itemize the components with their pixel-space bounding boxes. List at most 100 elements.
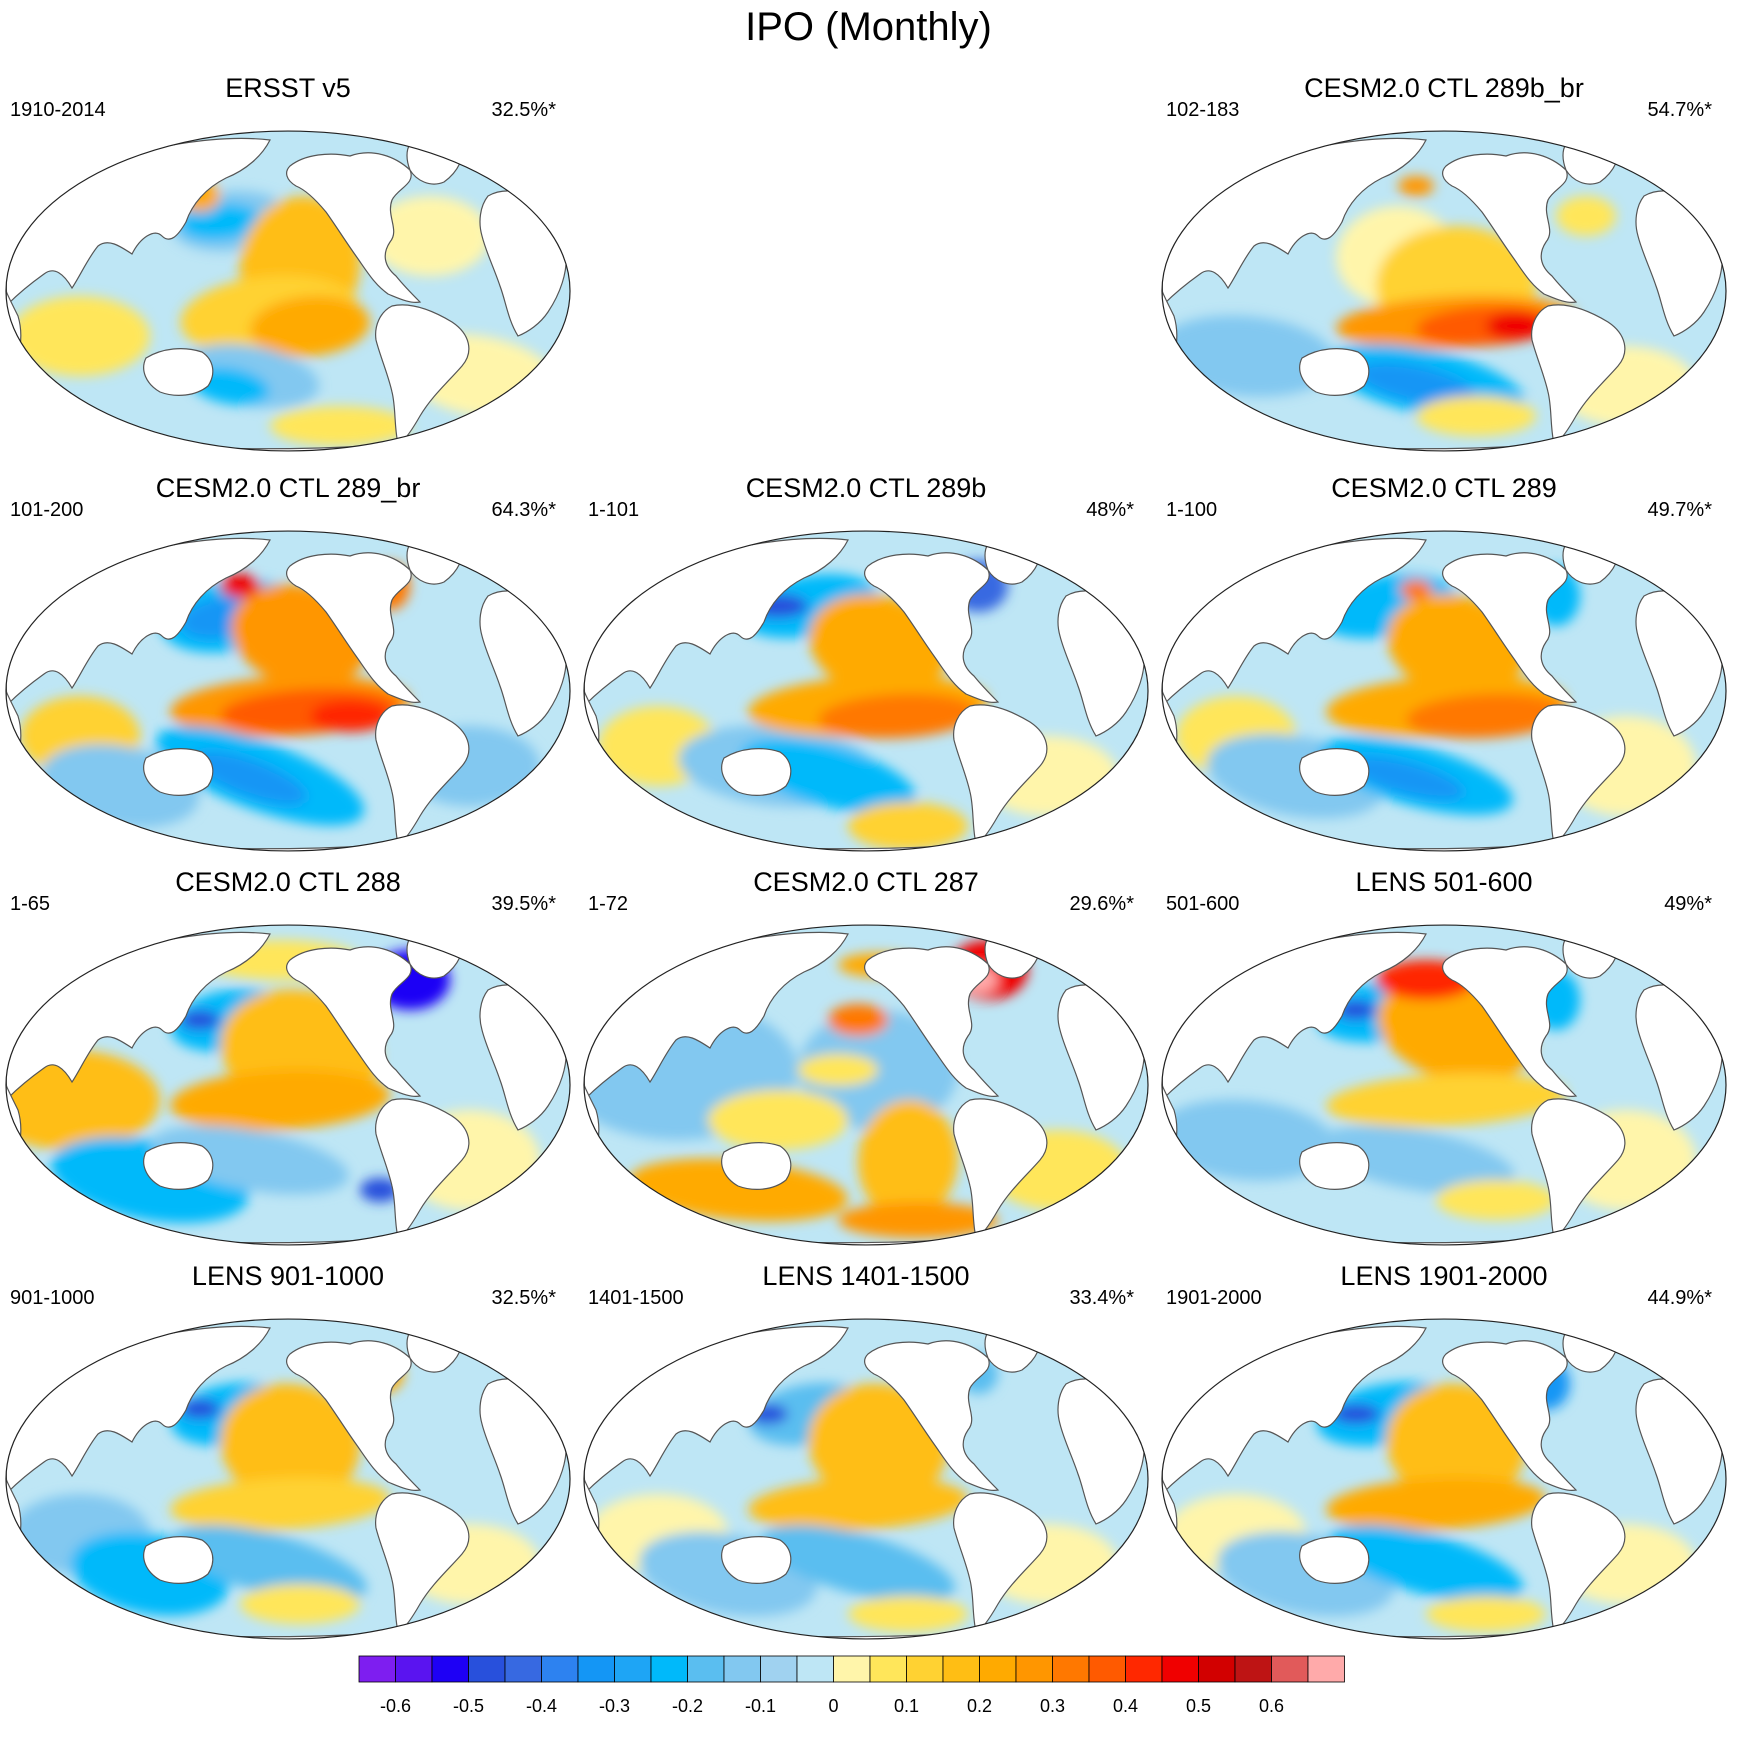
map-panel-lens901: LENS 901-1000 901-1000 32.5%* <box>0 1258 576 1640</box>
panel-years: 1901-2000 <box>1166 1287 1262 1309</box>
colorbar-swatch <box>1307 1655 1345 1683</box>
anomaly-blob <box>838 1202 998 1238</box>
continent <box>286 152 422 303</box>
colorbar-tick-label: -0.6 <box>380 1696 411 1716</box>
anomaly-blob <box>180 1399 220 1419</box>
panel-title: LENS 1401-1500 <box>762 1261 970 1291</box>
anomaly-blob <box>798 1054 878 1086</box>
panel-years: 1-72 <box>588 893 629 915</box>
map-panel-ctl289_br: CESM2.0 CTL 289_br 101-200 64.3%* <box>0 470 576 852</box>
panel-years: 501-600 <box>1166 893 1240 915</box>
map-panel-ersst: ERSST v5 1910-2014 32.5%* <box>0 70 576 452</box>
colorbar-tick-label: 0.2 <box>967 1696 992 1716</box>
anomaly-blob <box>360 1178 400 1202</box>
anomaly-blob <box>10 296 150 376</box>
colorbar-swatch <box>687 1655 725 1683</box>
map-border <box>5 1318 571 1640</box>
anomaly-blob <box>848 802 968 850</box>
anomaly-blob <box>848 1596 968 1632</box>
colorbar-swatch <box>1088 1655 1126 1683</box>
map-panel-ctl288: CESM2.0 CTL 288 1-65 39.5%* <box>0 864 576 1246</box>
continent <box>864 552 1000 703</box>
panel-years: 101-200 <box>10 499 84 521</box>
anomaly-blob <box>708 1090 848 1150</box>
anomaly-blob <box>173 1525 367 1603</box>
colorbar-swatch <box>577 1655 615 1683</box>
colorbar-tick-label: -0.2 <box>672 1696 703 1716</box>
robinson-map <box>583 530 1149 852</box>
anomaly-blob <box>1426 1596 1546 1632</box>
panel-variance: 49%* <box>1664 893 1712 915</box>
colorbar-swatch <box>431 1655 469 1683</box>
panel-years: 1910-2014 <box>10 99 106 121</box>
anomaly-blob <box>310 700 390 732</box>
anomaly-blob <box>1398 176 1434 196</box>
panel-years: 1-101 <box>588 499 640 521</box>
colorbar-swatch <box>1271 1655 1309 1683</box>
panel-title: CESM2.0 CTL 289b_br <box>1304 73 1584 103</box>
panel-years: 1-100 <box>1166 499 1218 521</box>
continent <box>864 1340 1000 1491</box>
land-mask <box>1162 537 1723 851</box>
continent <box>1442 1340 1578 1491</box>
anomaly-blob <box>1406 693 1566 739</box>
anomaly-blob <box>220 574 260 598</box>
robinson-map <box>1161 530 1727 852</box>
colorbar-tick-label: 0.5 <box>1186 1696 1211 1716</box>
colorbar-tick-label: -0.3 <box>599 1696 630 1716</box>
continent <box>953 704 1048 845</box>
robinson-map <box>5 1318 571 1640</box>
map-panel-ctl289b_br: CESM2.0 CTL 289b_br 102-183 54.7%* <box>1156 70 1732 452</box>
continent <box>1531 1492 1626 1633</box>
land-mask <box>584 1325 1145 1639</box>
anomaly-blob <box>1332 1404 1380 1424</box>
continent <box>1299 748 1370 796</box>
anomaly-blob <box>170 1069 390 1131</box>
panel-variance: 44.9%* <box>1647 1287 1713 1309</box>
panel-variance: 29.6%* <box>1069 893 1135 915</box>
continent <box>1299 348 1370 396</box>
anomaly-blob <box>628 1158 848 1222</box>
continent <box>143 748 214 796</box>
panel-title: ERSST v5 <box>225 73 351 103</box>
continent <box>286 1340 422 1491</box>
continent <box>375 704 470 845</box>
map-border <box>5 130 571 452</box>
map-border <box>1161 924 1727 1246</box>
panel-variance: 32.5%* <box>491 1287 557 1309</box>
panel-title: LENS 901-1000 <box>191 1261 385 1291</box>
colorbar-swatch <box>395 1655 433 1683</box>
panel-variance: 33.4%* <box>1069 1287 1135 1309</box>
anomaly-blob <box>220 1383 360 1505</box>
figure-title: IPO (Monthly) <box>745 5 992 49</box>
continent <box>286 946 422 1097</box>
panel-title: LENS 1901-2000 <box>1340 1261 1548 1291</box>
colorbar-tick-label: 0.3 <box>1040 1696 1065 1716</box>
colorbar-tick-label: 0.4 <box>1113 1696 1138 1716</box>
colorbar-swatch <box>650 1655 688 1683</box>
anomaly-blob <box>250 295 370 357</box>
panel-title: CESM2.0 CTL 289b <box>745 473 987 503</box>
continent <box>375 1492 470 1633</box>
continent <box>1531 304 1626 445</box>
anomaly-blob <box>1436 1180 1556 1220</box>
continent <box>375 304 470 445</box>
colorbar: -0.6 -0.5 -0.4 -0.3 -0.2 -0.1 0 0.1 0.2 0.3 0.4 0.5… <box>358 1655 1345 1716</box>
panel-variance: 48%* <box>1086 499 1134 521</box>
robinson-map <box>583 1318 1149 1640</box>
robinson-map <box>5 130 571 452</box>
panel-variance: 32.5%* <box>491 99 557 121</box>
panel-years: 1-65 <box>10 893 51 915</box>
colorbar-swatch <box>614 1655 652 1683</box>
map-panel-ctl289: CESM2.0 CTL 289 1-100 49.7%* <box>1156 470 1732 852</box>
map-border <box>1161 530 1727 852</box>
continent <box>1442 946 1578 1097</box>
continent <box>1442 552 1578 703</box>
anomaly-blob <box>1486 312 1546 340</box>
map-border <box>5 924 571 1246</box>
anomaly-blob <box>828 1004 888 1036</box>
continent <box>953 1492 1048 1633</box>
panel-years: 1401-1500 <box>588 1287 684 1309</box>
colorbar-swatch <box>942 1655 980 1683</box>
panel-variance: 39.5%* <box>491 893 557 915</box>
